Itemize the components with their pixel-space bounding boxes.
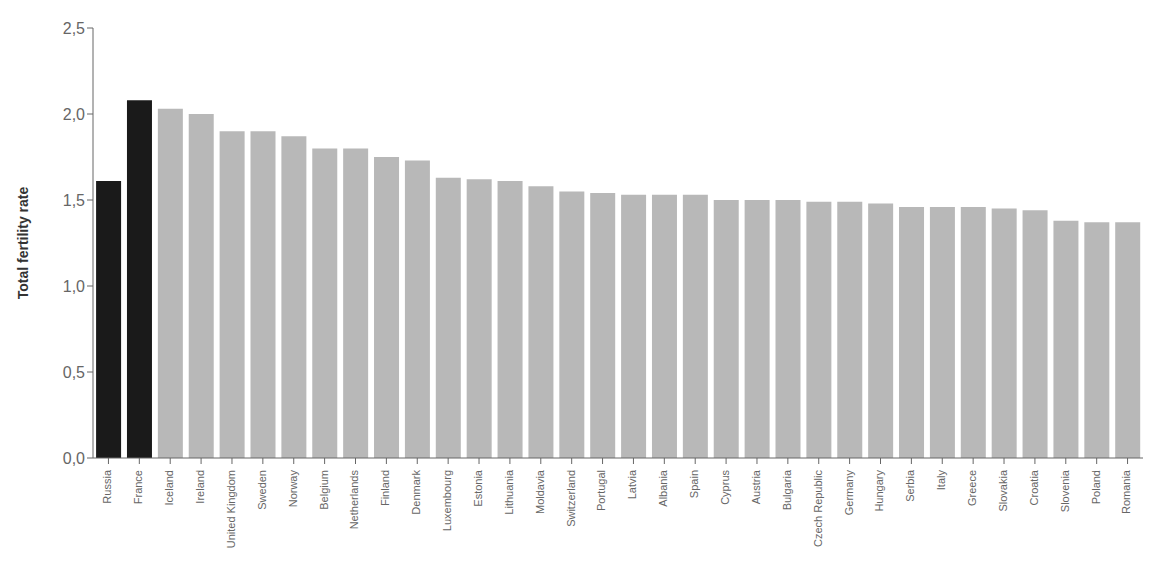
svg-text:0,5: 0,5 bbox=[63, 364, 85, 381]
svg-text:Switzerland: Switzerland bbox=[565, 470, 577, 527]
svg-text:Ireland: Ireland bbox=[194, 470, 206, 504]
svg-text:Denmark: Denmark bbox=[410, 470, 422, 515]
svg-text:Slovenia: Slovenia bbox=[1059, 469, 1071, 512]
svg-text:Italy: Italy bbox=[935, 470, 947, 491]
svg-text:Sweden: Sweden bbox=[256, 470, 268, 510]
svg-text:2,0: 2,0 bbox=[63, 106, 85, 123]
svg-text:2,5: 2,5 bbox=[63, 20, 85, 37]
svg-text:Cyprus: Cyprus bbox=[719, 470, 731, 505]
svg-text:Latvia: Latvia bbox=[626, 469, 638, 499]
svg-text:Luxembourg: Luxembourg bbox=[441, 470, 453, 531]
svg-text:Czech Republic: Czech Republic bbox=[812, 470, 824, 548]
svg-text:Slovakia: Slovakia bbox=[997, 469, 1009, 511]
svg-text:France: France bbox=[132, 470, 144, 504]
svg-text:Belgium: Belgium bbox=[318, 470, 330, 510]
svg-text:Hungary: Hungary bbox=[873, 470, 885, 512]
svg-text:Austria: Austria bbox=[750, 469, 762, 504]
svg-text:Norway: Norway bbox=[287, 470, 299, 508]
svg-text:Germany: Germany bbox=[843, 470, 855, 516]
svg-text:Spain: Spain bbox=[688, 470, 700, 498]
svg-text:0,0: 0,0 bbox=[63, 450, 85, 467]
svg-text:Russia: Russia bbox=[101, 469, 113, 504]
svg-text:Moldavia: Moldavia bbox=[534, 469, 546, 514]
svg-text:1,0: 1,0 bbox=[63, 278, 85, 295]
svg-text:Serbia: Serbia bbox=[904, 469, 916, 502]
svg-text:1,5: 1,5 bbox=[63, 192, 85, 209]
svg-text:Croatia: Croatia bbox=[1028, 469, 1040, 505]
svg-text:Netherlands: Netherlands bbox=[348, 470, 360, 530]
svg-text:Romania: Romania bbox=[1120, 469, 1132, 514]
svg-text:Finland: Finland bbox=[379, 470, 391, 506]
svg-text:Albania: Albania bbox=[657, 469, 669, 507]
svg-text:Greece: Greece bbox=[966, 470, 978, 506]
svg-text:Estonia: Estonia bbox=[472, 469, 484, 507]
svg-text:Portugal: Portugal bbox=[595, 470, 607, 511]
svg-text:Poland: Poland bbox=[1090, 470, 1102, 504]
svg-text:Bulgaria: Bulgaria bbox=[781, 469, 793, 510]
svg-text:Lithuania: Lithuania bbox=[503, 469, 515, 515]
svg-text:Total fertility rate: Total fertility rate bbox=[15, 187, 31, 300]
svg-text:United Kingdom: United Kingdom bbox=[225, 470, 237, 548]
svg-text:Iceland: Iceland bbox=[163, 470, 175, 505]
